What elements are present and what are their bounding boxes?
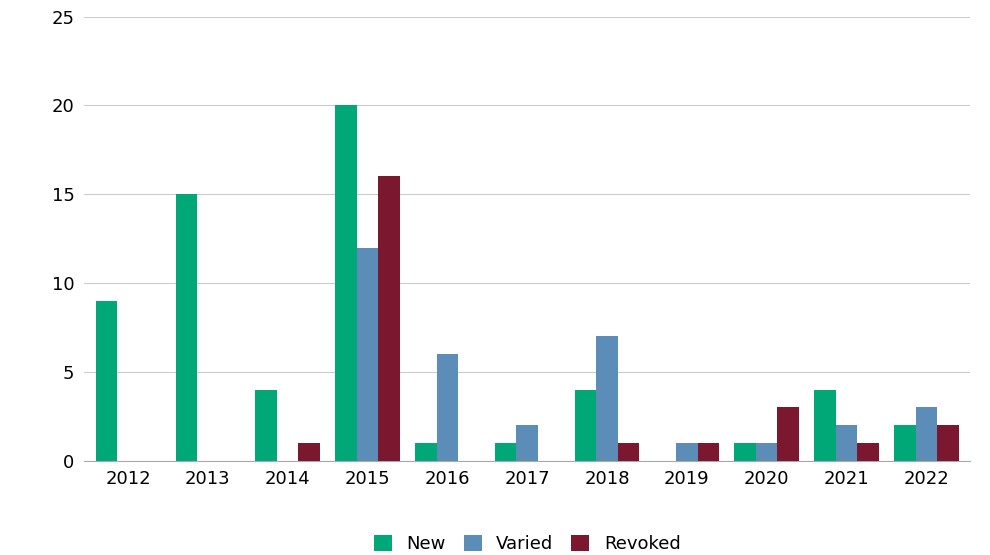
Bar bbox=[894, 425, 916, 461]
Bar bbox=[857, 443, 879, 461]
Bar bbox=[336, 105, 356, 461]
Bar bbox=[916, 407, 938, 461]
Bar bbox=[437, 354, 458, 461]
Bar bbox=[415, 443, 437, 461]
Bar bbox=[777, 407, 799, 461]
Bar bbox=[596, 336, 618, 461]
Bar bbox=[96, 301, 117, 461]
Bar bbox=[298, 443, 320, 461]
Bar bbox=[938, 425, 958, 461]
Bar bbox=[814, 390, 836, 461]
Bar bbox=[735, 443, 756, 461]
Bar bbox=[495, 443, 517, 461]
Bar bbox=[836, 425, 857, 461]
Bar bbox=[255, 390, 277, 461]
Bar bbox=[618, 443, 640, 461]
Bar bbox=[676, 443, 698, 461]
Legend: New, Varied, Revoked: New, Varied, Revoked bbox=[366, 527, 688, 555]
Bar bbox=[378, 176, 400, 461]
Bar bbox=[356, 248, 378, 461]
Bar bbox=[756, 443, 777, 461]
Bar bbox=[574, 390, 596, 461]
Bar bbox=[698, 443, 719, 461]
Bar bbox=[517, 425, 538, 461]
Bar bbox=[175, 194, 197, 461]
